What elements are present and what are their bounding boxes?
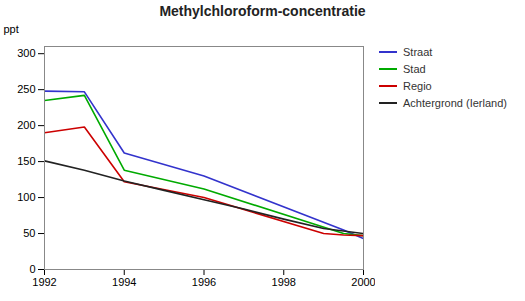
svg-text:250: 250 xyxy=(17,83,35,95)
svg-text:2000: 2000 xyxy=(351,276,375,288)
svg-text:1992: 1992 xyxy=(32,276,56,288)
svg-text:300: 300 xyxy=(17,47,35,59)
svg-text:0: 0 xyxy=(29,263,35,275)
svg-text:1996: 1996 xyxy=(192,276,216,288)
svg-text:1994: 1994 xyxy=(112,276,136,288)
html-text:Straat: Straat xyxy=(403,46,433,58)
svg-text:1998: 1998 xyxy=(272,276,296,288)
svg-text:50: 50 xyxy=(23,227,35,239)
svg-text:100: 100 xyxy=(17,191,35,203)
html-text:Regio: Regio xyxy=(403,80,432,92)
svg-text:ppt: ppt xyxy=(4,23,19,35)
html-text:Methylchloroform-concentratie: Methylchloroform-concentratie xyxy=(159,3,366,19)
svg-text:150: 150 xyxy=(17,155,35,167)
html-text:Achtergrond (Ierland): Achtergrond (Ierland) xyxy=(403,97,507,109)
svg-text:200: 200 xyxy=(17,119,35,131)
html-text:Stad: Stad xyxy=(403,63,426,75)
